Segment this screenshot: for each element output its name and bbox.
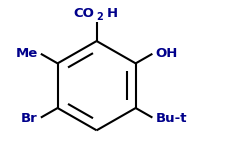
Text: OH: OH [156,47,178,60]
Text: 2: 2 [97,12,103,22]
Text: Br: Br [21,112,38,125]
Text: CO: CO [74,7,94,20]
Text: Bu-t: Bu-t [156,112,187,125]
Text: Me: Me [15,47,38,60]
Text: H: H [107,7,118,20]
